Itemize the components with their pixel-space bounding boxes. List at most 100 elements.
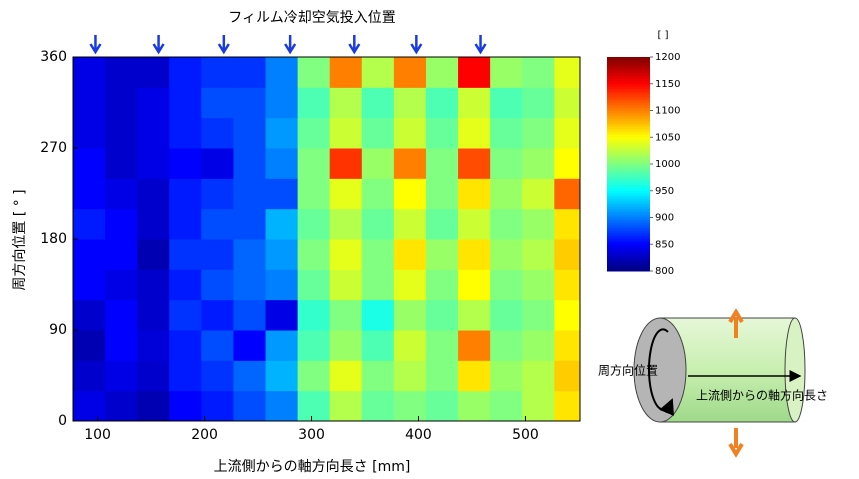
heatmap-cell	[554, 391, 580, 422]
heatmap-cell	[458, 148, 491, 179]
y-tick-label: 360	[40, 49, 67, 65]
heatmap-cell	[169, 178, 202, 209]
heatmap-cell	[490, 148, 523, 179]
heatmap-cell	[426, 300, 459, 331]
heatmap-cell	[426, 391, 459, 422]
heatmap-cell	[522, 330, 555, 361]
heatmap-cell	[490, 239, 523, 270]
heatmap-cell	[554, 57, 580, 88]
x-tick-label: 400	[405, 427, 432, 443]
heatmap-cell	[169, 391, 202, 422]
heatmap-cell	[233, 360, 266, 391]
heatmap-cell	[137, 330, 170, 361]
heatmap-cell	[330, 148, 363, 179]
heatmap-cell	[266, 391, 299, 422]
heatmap-cell	[233, 239, 266, 270]
heatmap-cell	[394, 391, 427, 422]
heatmap-cell	[105, 239, 138, 270]
heatmap-cell	[330, 239, 363, 270]
heatmap-cell	[522, 57, 555, 88]
heatmap-cell	[266, 148, 299, 179]
heatmap-cell	[490, 118, 523, 149]
heatmap-cell	[330, 87, 363, 118]
heatmap-cell	[137, 391, 170, 422]
heatmap-cell	[298, 269, 331, 300]
heatmap-cell	[554, 239, 580, 270]
heatmap-cell	[233, 209, 266, 240]
heatmap-cell	[490, 330, 523, 361]
heatmap-cell	[266, 360, 299, 391]
heatmap-cell	[73, 269, 106, 300]
heatmap-cell	[105, 269, 138, 300]
colorbar-segment	[607, 268, 650, 271]
heatmap-cell	[73, 300, 106, 331]
heatmap-cell	[554, 148, 580, 179]
heatmap-cell	[266, 330, 299, 361]
heatmap-cell	[426, 239, 459, 270]
heatmap-cell	[362, 178, 395, 209]
heatmap-cell	[169, 239, 202, 270]
heatmap-cell	[426, 330, 459, 361]
heatmap-cell	[394, 360, 427, 391]
heatmap-cell	[554, 178, 580, 209]
heatmap-cell	[169, 57, 202, 88]
heatmap-cell	[105, 330, 138, 361]
heatmap-cell	[330, 178, 363, 209]
heatmap-cell	[330, 269, 363, 300]
heatmap-cell	[73, 118, 106, 149]
heatmap-cell	[522, 209, 555, 240]
colorbar-tick-label: 1150	[655, 79, 680, 90]
heatmap-cell	[490, 209, 523, 240]
rotation-arrow-down	[730, 428, 742, 454]
inset-diagram: 周方向位置 上流側からの軸方向長さ	[598, 312, 828, 454]
colorbar-tick-label: 1050	[655, 132, 680, 143]
heatmap-cell	[266, 178, 299, 209]
y-tick-label: 90	[49, 322, 67, 338]
heatmap-cell	[105, 178, 138, 209]
heatmap-cell	[201, 391, 234, 422]
heatmap-cell	[201, 300, 234, 331]
heatmap-cell	[490, 300, 523, 331]
heatmap-cell	[298, 330, 331, 361]
heatmap-cell	[73, 87, 106, 118]
heatmap-cell	[458, 57, 491, 88]
heatmap-cell	[458, 391, 491, 422]
heatmap-cell	[73, 148, 106, 179]
heatmap-cell	[458, 330, 491, 361]
heatmap-cell	[137, 239, 170, 270]
heatmap-cell	[490, 391, 523, 422]
heatmap-cell	[426, 178, 459, 209]
heatmap-cell	[169, 330, 202, 361]
heatmap-cell	[522, 87, 555, 118]
heatmap-cell	[362, 118, 395, 149]
heatmap-cell	[137, 360, 170, 391]
heatmap-cell	[266, 57, 299, 88]
heatmap-cell	[201, 209, 234, 240]
x-tick-label: 500	[512, 427, 539, 443]
heatmap-cell	[73, 360, 106, 391]
heatmap-cell	[394, 87, 427, 118]
heatmap-cell	[554, 118, 580, 149]
heatmap-cell	[394, 269, 427, 300]
chart: フィルム冷却空気投入位置 上流側からの軸方向長さ [mm] 周方向位置 [ ° …	[0, 0, 859, 479]
heatmap-cell	[137, 209, 170, 240]
heatmap-cell	[105, 391, 138, 422]
heatmap-cell	[201, 269, 234, 300]
heatmap-cell	[394, 148, 427, 179]
heatmap-cell	[554, 360, 580, 391]
heatmap-cell	[233, 300, 266, 331]
heatmap-cell	[458, 300, 491, 331]
colorbar-tick-label: 1100	[655, 106, 680, 117]
heatmap-cell	[426, 269, 459, 300]
heatmap-cell	[233, 391, 266, 422]
heatmap-cell	[298, 360, 331, 391]
heatmap-cell	[105, 87, 138, 118]
heatmap-cell	[394, 300, 427, 331]
colorbar-tick-label: 900	[655, 213, 674, 224]
heatmap-cell	[298, 57, 331, 88]
heatmap-cell	[330, 330, 363, 361]
heatmap-cell	[490, 360, 523, 391]
heatmap-cell	[233, 330, 266, 361]
heatmap-cell	[458, 269, 491, 300]
heatmap-cell	[298, 148, 331, 179]
